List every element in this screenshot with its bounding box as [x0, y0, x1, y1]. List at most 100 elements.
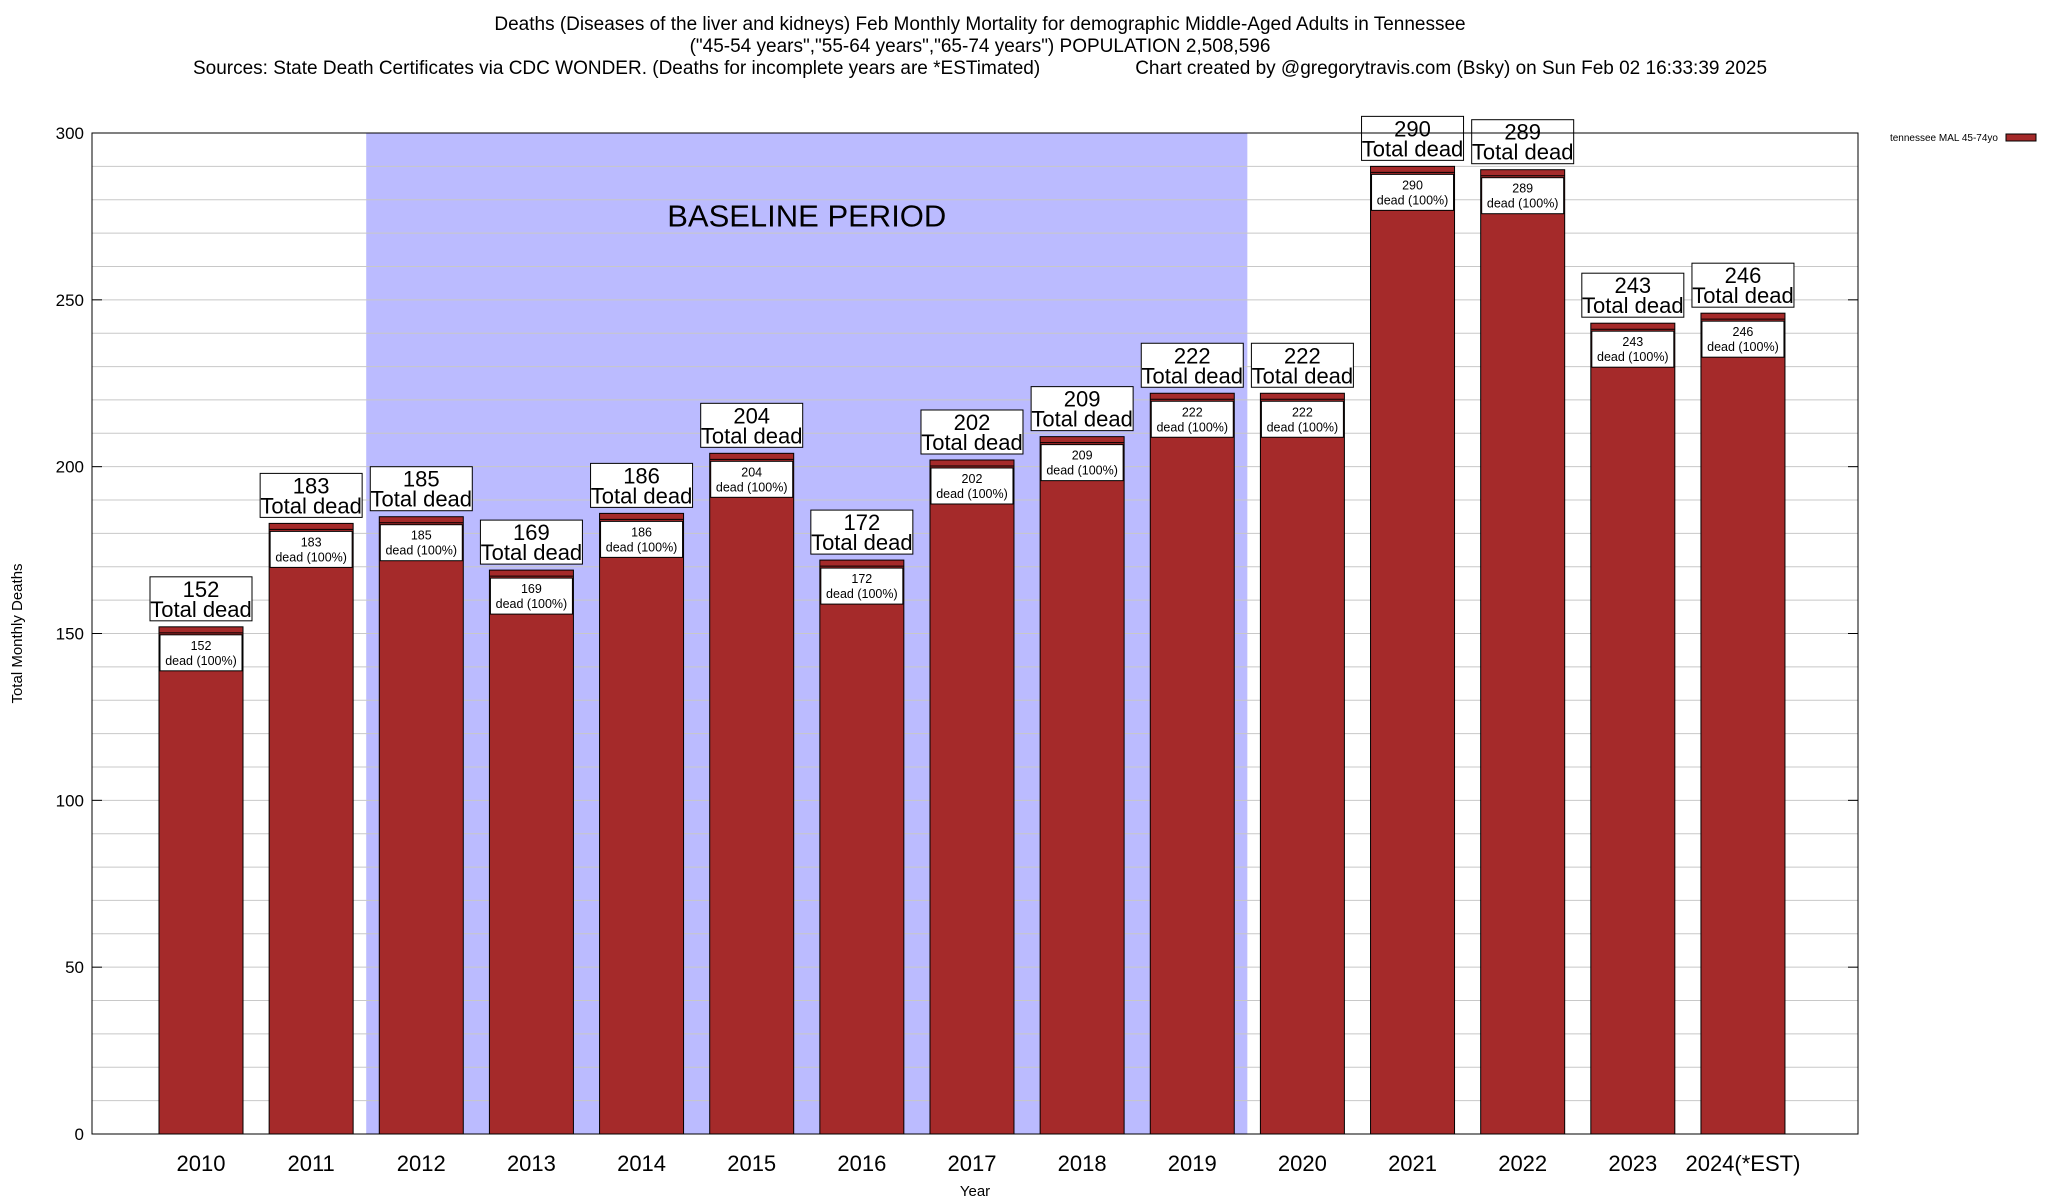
bar-2017 — [929, 459, 1015, 1135]
inner-label-box — [1260, 400, 1344, 438]
bar-2018 — [1039, 436, 1125, 1135]
inner-label-value: 246 — [1733, 325, 1754, 339]
inner-label-text: dead (100%) — [716, 480, 788, 494]
data-label: 222 — [1284, 343, 1321, 368]
inner-label-value: 152 — [191, 639, 212, 653]
x-axis-label: Year — [960, 1183, 990, 1200]
inner-label-value: 169 — [521, 582, 542, 596]
bar-2011 — [268, 522, 354, 1135]
top-label-text: Total dead — [921, 430, 1023, 455]
inner-label-value: 222 — [1292, 405, 1313, 419]
bar-2016 — [819, 559, 905, 1135]
inner-label-value: 183 — [301, 535, 322, 549]
y-tick-label: 100 — [56, 791, 84, 810]
inner-label-text: dead (100%) — [826, 587, 898, 601]
top-label-text: Total dead — [1472, 140, 1574, 165]
top-label-box — [1361, 115, 1465, 161]
top-label-box — [1250, 342, 1354, 388]
bar-2014 — [599, 512, 685, 1135]
inner-label-value: 186 — [631, 525, 652, 539]
top-label-box — [259, 472, 363, 518]
inner-label-value: 202 — [962, 472, 983, 486]
data-label: 243 — [1614, 273, 1651, 298]
top-label-text: Total dead — [481, 540, 583, 565]
inner-label-box — [930, 467, 1014, 505]
inner-label-box — [1371, 173, 1455, 211]
data-label: 169 — [513, 520, 550, 545]
inner-label-value: 243 — [1622, 335, 1643, 349]
top-label-box — [479, 519, 583, 565]
top-label-box — [810, 509, 914, 555]
bar-2022 — [1480, 169, 1566, 1135]
top-label-text: Total dead — [701, 423, 803, 448]
top-label-box — [1581, 272, 1685, 318]
top-label-text: Total dead — [591, 483, 693, 508]
data-label: 289 — [1504, 120, 1541, 145]
top-label-text: Total dead — [150, 597, 252, 622]
bar-2024(*EST) — [1700, 312, 1786, 1135]
x-tick-label: 2010 — [177, 1151, 226, 1176]
inner-label-box — [1481, 177, 1565, 215]
x-tick-label: 2016 — [837, 1151, 886, 1176]
top-label-box — [369, 466, 473, 512]
x-tick-label: 2020 — [1278, 1151, 1327, 1176]
bar-2023 — [1590, 322, 1676, 1135]
bar-2020 — [1259, 392, 1345, 1135]
inner-label-box — [820, 567, 904, 605]
top-label-box — [590, 462, 694, 508]
y-tick-label: 150 — [56, 625, 84, 644]
inner-label-text: dead (100%) — [1707, 340, 1779, 354]
top-label-text: Total dead — [260, 493, 362, 518]
inner-label-box — [379, 524, 463, 562]
data-label: 183 — [293, 473, 330, 498]
inner-label-value: 289 — [1512, 182, 1533, 196]
bar-2019 — [1149, 392, 1235, 1135]
top-label-text: Total dead — [1141, 363, 1243, 388]
inner-label-value: 204 — [741, 465, 762, 479]
inner-label-text: dead (100%) — [1487, 197, 1559, 211]
x-tick-label: 2011 — [287, 1151, 334, 1176]
data-label: 186 — [623, 463, 660, 488]
data-label: 172 — [843, 510, 880, 535]
inner-label-box — [1701, 320, 1785, 358]
x-tick-label: 2013 — [507, 1151, 556, 1176]
x-tick-label: 2012 — [397, 1151, 446, 1176]
chart-title: Deaths (Diseases of the liver and kidney… — [0, 14, 1960, 80]
data-label: 209 — [1064, 387, 1101, 412]
x-tick-label: 2023 — [1608, 1151, 1657, 1176]
bar-2015 — [709, 452, 795, 1135]
top-label-box — [1691, 262, 1795, 308]
inner-label-box — [489, 577, 573, 615]
inner-label-text: dead (100%) — [1156, 420, 1228, 434]
title-credit: Chart created by @gregorytravis.com (Bsk… — [1135, 58, 1768, 79]
title-line-2: ("45-54 years","55-64 years","65-74 year… — [689, 36, 1271, 57]
inner-label-text: dead (100%) — [496, 597, 568, 611]
inner-label-value: 290 — [1402, 178, 1423, 192]
inner-label-text: dead (100%) — [936, 487, 1008, 501]
x-tick-label: 2024(*EST) — [1685, 1151, 1800, 1176]
inner-label-value: 209 — [1072, 449, 1093, 463]
data-label: 290 — [1394, 116, 1431, 141]
y-tick-label: 50 — [65, 958, 84, 977]
bar-2021 — [1370, 165, 1456, 1135]
data-label: 202 — [954, 410, 991, 435]
inner-label-box — [1040, 444, 1124, 482]
top-label-box — [1030, 386, 1134, 432]
top-label-text: Total dead — [1582, 293, 1684, 318]
x-tick-label: 2015 — [727, 1151, 776, 1176]
inner-label-box — [1150, 400, 1234, 438]
data-label: 222 — [1174, 343, 1211, 368]
x-tick-label: 2014 — [617, 1151, 666, 1176]
x-tick-label: 2018 — [1058, 1151, 1107, 1176]
data-label: 246 — [1725, 263, 1762, 288]
data-label: 185 — [403, 467, 440, 492]
top-label-text: Total dead — [1031, 407, 1133, 432]
top-label-text: Total dead — [1692, 283, 1794, 308]
x-tick-label: 2022 — [1498, 1151, 1547, 1176]
y-tick-label: 0 — [75, 1125, 84, 1144]
bar-2010 — [158, 626, 244, 1135]
x-tick-label: 2017 — [948, 1151, 997, 1176]
x-tick-label: 2019 — [1168, 1151, 1217, 1176]
inner-label-box — [269, 530, 353, 568]
